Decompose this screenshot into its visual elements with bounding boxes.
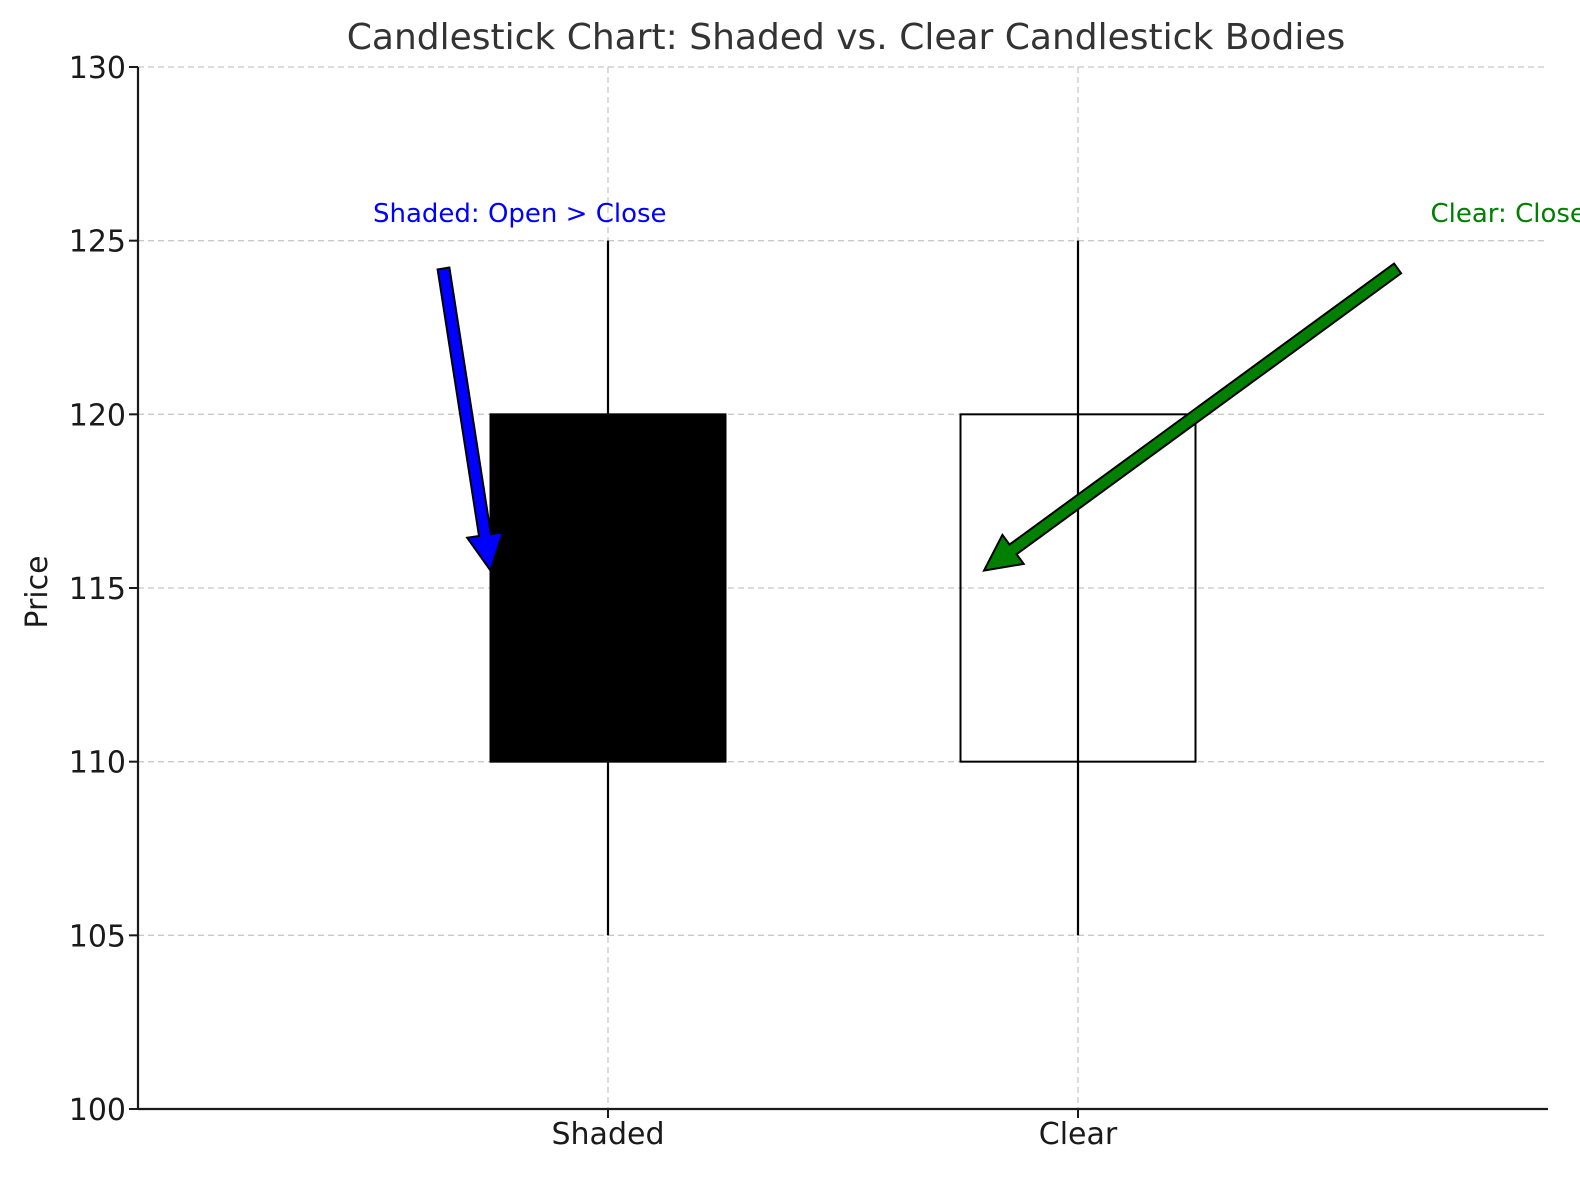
annotations: Shaded: Open > Close Clear: Close > Open bbox=[373, 199, 1580, 573]
annotation-label: Shaded: Open > Close bbox=[373, 199, 667, 229]
y-tick-label: 110 bbox=[69, 746, 126, 781]
y-tick-label: 100 bbox=[69, 1093, 126, 1128]
x-tick-label: Clear bbox=[1039, 1117, 1118, 1152]
y-axis-label: Price bbox=[20, 555, 55, 628]
chart-title: Candlestick Chart: Shaded vs. Clear Cand… bbox=[347, 17, 1346, 58]
annotation-arrow bbox=[436, 266, 505, 573]
y-tick-label: 115 bbox=[69, 572, 126, 607]
y-tick-label: 125 bbox=[69, 225, 126, 260]
annotation-label: Clear: Close > Open bbox=[1431, 199, 1580, 229]
x-tick-label: Shaded bbox=[552, 1117, 665, 1152]
annotation-arrow bbox=[982, 262, 1403, 572]
y-tick-label: 120 bbox=[69, 398, 126, 433]
y-tick-label: 130 bbox=[69, 51, 126, 86]
candles bbox=[489, 240, 1197, 936]
candle-body-clear bbox=[959, 413, 1197, 763]
y-tick-label: 105 bbox=[69, 919, 126, 954]
grid-lines bbox=[138, 66, 1548, 1109]
candle-body-shaded bbox=[489, 413, 727, 763]
axes: 100 105 110 115 120 125 130 Shaded Clear bbox=[69, 51, 1548, 1152]
